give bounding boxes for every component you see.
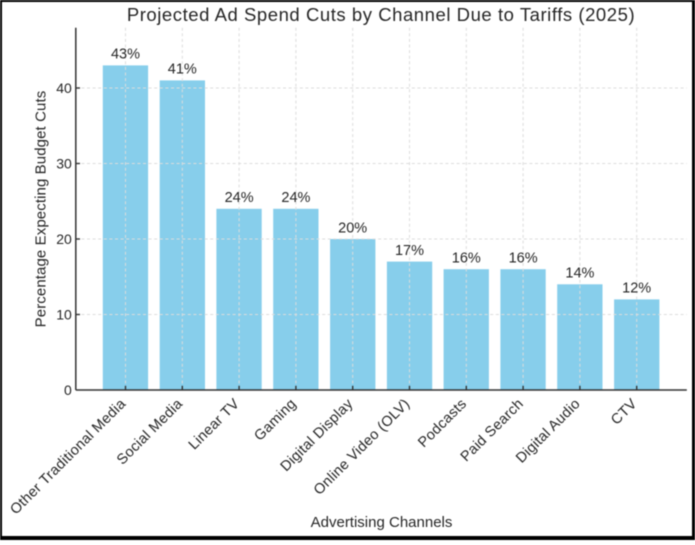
svg-text:24%: 24% bbox=[281, 190, 310, 206]
svg-text:20%: 20% bbox=[338, 220, 367, 236]
svg-text:17%: 17% bbox=[395, 243, 424, 259]
svg-text:Percentage Expecting Budget Cu: Percentage Expecting Budget Cuts bbox=[33, 91, 50, 328]
svg-text:0: 0 bbox=[64, 382, 72, 398]
svg-text:14%: 14% bbox=[565, 266, 594, 282]
svg-text:10: 10 bbox=[56, 306, 72, 322]
svg-text:16%: 16% bbox=[452, 251, 481, 267]
svg-text:16%: 16% bbox=[509, 251, 538, 267]
svg-text:43%: 43% bbox=[111, 47, 140, 63]
svg-text:Projected Ad Spend Cuts by Cha: Projected Ad Spend Cuts by Channel Due t… bbox=[127, 4, 635, 25]
svg-text:30: 30 bbox=[56, 155, 72, 171]
svg-text:Advertising Channels: Advertising Channels bbox=[311, 514, 453, 531]
svg-text:40: 40 bbox=[56, 80, 72, 96]
svg-text:41%: 41% bbox=[168, 62, 197, 78]
svg-text:12%: 12% bbox=[622, 281, 651, 297]
svg-text:20: 20 bbox=[56, 231, 72, 247]
svg-text:24%: 24% bbox=[225, 190, 254, 206]
